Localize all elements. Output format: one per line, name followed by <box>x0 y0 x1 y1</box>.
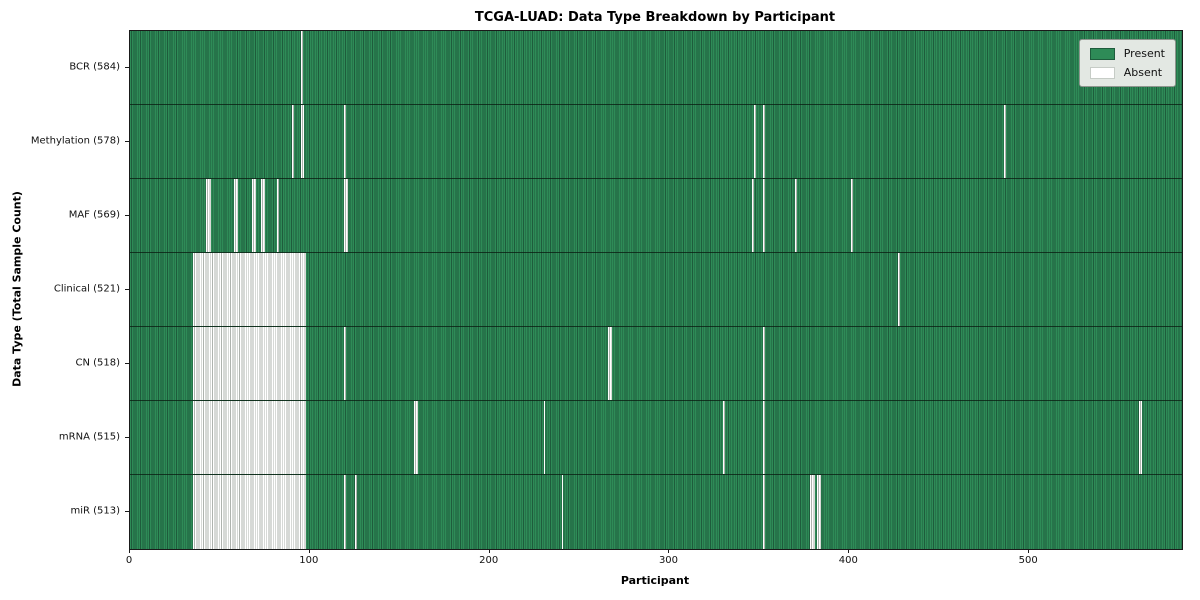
data-row-maf <box>130 179 1182 253</box>
x-tick-mark <box>308 549 310 553</box>
data-row-cn <box>130 327 1182 401</box>
x-tick-label: 0 <box>125 555 133 566</box>
absent-swatch-icon <box>1089 66 1115 79</box>
absent-block <box>762 327 765 400</box>
data-row-mrna <box>130 401 1182 475</box>
x-axis-label: Participant <box>620 574 690 587</box>
absent-block <box>816 475 821 549</box>
absent-block <box>192 327 307 400</box>
x-tick-mark <box>129 549 130 553</box>
absent-block <box>252 179 256 252</box>
absent-block <box>809 475 816 549</box>
absent-block <box>192 475 307 549</box>
absent-block <box>291 105 294 178</box>
absent-block <box>1003 105 1006 178</box>
y-tick-label: Methylation (578) <box>30 135 120 147</box>
y-tick-mark <box>125 141 129 142</box>
x-tick-mark <box>848 549 850 553</box>
absent-block <box>414 401 418 474</box>
y-tick-mark <box>125 215 129 216</box>
absent-block <box>277 179 280 252</box>
x-tick-label: 300 <box>658 555 679 566</box>
plot-area <box>129 30 1183 550</box>
x-tick-label: 100 <box>299 555 319 566</box>
y-tick-mark <box>125 363 129 364</box>
absent-block <box>795 179 798 252</box>
absent-block <box>192 253 307 326</box>
y-tick-mark <box>125 67 129 68</box>
y-tick-mark <box>125 437 129 438</box>
y-axis-label: Data Type (Total Sample Count) <box>10 191 24 387</box>
absent-block <box>762 475 765 549</box>
absent-block <box>354 475 357 549</box>
absent-block <box>762 179 765 252</box>
absent-block <box>608 327 612 400</box>
y-tick-label: Clinical (521) <box>53 283 120 295</box>
absent-block <box>343 179 348 252</box>
x-tick-label: 200 <box>479 555 499 566</box>
chart-title: TCGA-LUAD: Data Type Breakdown by Partic… <box>474 10 836 25</box>
absent-block <box>234 179 238 252</box>
absent-block <box>343 327 346 400</box>
x-axis-ticks: 0 100 200 300 400 500 <box>125 548 1181 574</box>
x-tick-label: 500 <box>1018 555 1038 566</box>
absent-block <box>762 105 765 178</box>
absent-block <box>543 401 546 474</box>
legend-label-absent: Absent <box>1123 66 1163 79</box>
absent-block <box>261 179 265 252</box>
y-tick-label: MAF (569) <box>68 209 120 221</box>
absent-block <box>205 179 211 252</box>
legend-item-present: Present <box>1089 47 1165 60</box>
absent-block <box>300 31 303 104</box>
absent-block <box>752 179 754 252</box>
y-tick-mark <box>125 511 129 512</box>
y-tick-label: CN (518) <box>75 357 120 369</box>
data-row-clinical <box>130 253 1182 327</box>
data-row-bcr <box>130 31 1182 105</box>
y-tick-mark <box>125 289 129 290</box>
x-tick-mark <box>488 549 490 553</box>
present-swatch-icon <box>1089 47 1115 60</box>
absent-block <box>1138 401 1143 474</box>
absent-block <box>762 401 765 474</box>
data-row-mir <box>130 475 1182 549</box>
legend-label-present: Present <box>1123 47 1165 60</box>
absent-block <box>300 105 305 178</box>
absent-block <box>897 253 900 326</box>
y-tick-label: mRNA (515) <box>58 431 120 443</box>
absent-block <box>723 401 726 474</box>
data-row-methylation <box>130 105 1182 179</box>
absent-block <box>561 475 564 549</box>
absent-block <box>192 401 307 474</box>
y-tick-label: miR (513) <box>70 505 120 517</box>
x-tick-mark <box>1028 549 1030 553</box>
legend: Present Absent <box>1078 39 1176 87</box>
absent-block <box>343 475 346 549</box>
x-tick-label: 400 <box>838 555 858 566</box>
absent-block <box>343 105 346 178</box>
x-tick-mark <box>668 549 670 553</box>
legend-item-absent: Absent <box>1089 66 1165 79</box>
y-tick-label: BCR (584) <box>69 61 120 73</box>
absent-block <box>754 105 756 178</box>
y-axis-ticks: BCR (584) Methylation (578) MAF (569) Clini… <box>0 30 129 548</box>
absent-block <box>851 179 853 252</box>
